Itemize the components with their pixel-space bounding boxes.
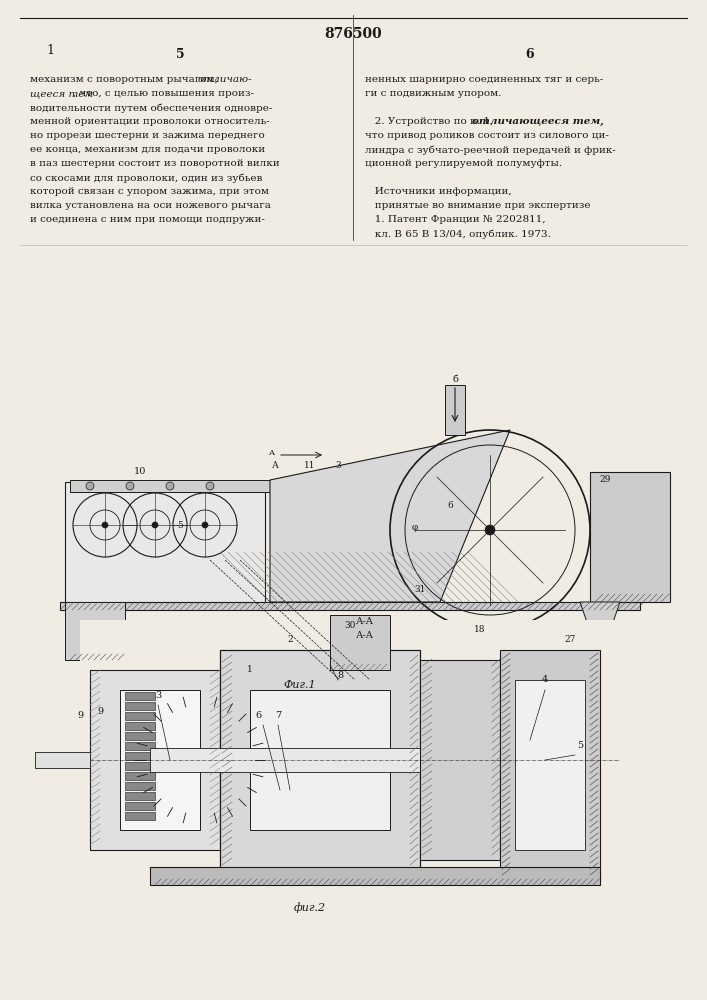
Bar <box>125 812 155 820</box>
Text: Фиг.1: Фиг.1 <box>284 680 316 690</box>
Polygon shape <box>270 430 510 602</box>
Bar <box>125 722 155 730</box>
Text: механизм с поворотным рычагом,: механизм с поворотным рычагом, <box>30 76 221 85</box>
Text: 5: 5 <box>175 48 185 62</box>
Circle shape <box>152 522 158 528</box>
Text: щееся тем: щееся тем <box>30 90 93 99</box>
Bar <box>125 762 155 770</box>
Text: А: А <box>271 460 279 470</box>
Text: 18: 18 <box>474 626 486 635</box>
Bar <box>125 742 155 750</box>
Text: 1: 1 <box>247 666 253 674</box>
Bar <box>590 472 670 602</box>
Bar <box>125 692 155 700</box>
Bar <box>60 602 640 610</box>
Text: 6: 6 <box>526 48 534 62</box>
Text: 3: 3 <box>335 460 341 470</box>
Bar <box>70 480 270 492</box>
Bar <box>80 620 620 910</box>
Text: 4: 4 <box>542 676 548 684</box>
Text: 1. Патент Франции № 2202811,: 1. Патент Франции № 2202811, <box>365 216 546 225</box>
Text: 10: 10 <box>134 468 146 477</box>
Text: водительности путем обеспечения одновре-: водительности путем обеспечения одновре- <box>30 103 272 113</box>
Text: 3: 3 <box>155 690 161 700</box>
Bar <box>125 792 155 800</box>
Text: 30: 30 <box>344 620 356 630</box>
Text: со скосами для проволоки, один из зубьев: со скосами для проволоки, один из зубьев <box>30 173 262 183</box>
Bar <box>125 802 155 810</box>
Bar <box>90 670 220 850</box>
Text: 9: 9 <box>97 708 103 716</box>
Text: ее конца, механизм для подачи проволоки: ее конца, механизм для подачи проволоки <box>30 145 265 154</box>
Text: которой связан с упором зажима, при этом: которой связан с упором зажима, при этом <box>30 188 269 196</box>
Polygon shape <box>580 602 620 660</box>
Bar <box>330 615 390 670</box>
Bar <box>150 748 550 772</box>
Bar <box>220 650 420 870</box>
Text: , что, с целью повышения произ-: , что, с целью повышения произ- <box>73 90 254 99</box>
Text: 5: 5 <box>177 520 183 530</box>
Bar <box>150 867 600 885</box>
Text: в паз шестерни состоит из поворотной вилки: в паз шестерни состоит из поворотной вил… <box>30 159 280 168</box>
Text: ционной регулируемой полумуфты.: ционной регулируемой полумуфты. <box>365 159 562 168</box>
Bar <box>250 690 390 830</box>
Text: 8: 8 <box>337 670 343 680</box>
Text: 2. Устройство по п. 1,: 2. Устройство по п. 1, <box>365 117 496 126</box>
Text: 5: 5 <box>577 740 583 750</box>
Text: что привод роликов состоит из силового ци-: что привод роликов состоит из силового ц… <box>365 131 609 140</box>
Bar <box>125 712 155 720</box>
Text: 9: 9 <box>77 710 83 720</box>
Text: 11: 11 <box>304 460 316 470</box>
Bar <box>125 772 155 780</box>
Text: 1: 1 <box>46 43 54 56</box>
Text: менной ориентации проволоки относитель-: менной ориентации проволоки относитель- <box>30 117 270 126</box>
Text: принятые во внимание при экспертизе: принятые во внимание при экспертизе <box>365 202 590 211</box>
Circle shape <box>126 482 134 490</box>
Bar <box>445 385 465 435</box>
Text: но прорези шестерни и зажима переднего: но прорези шестерни и зажима переднего <box>30 131 264 140</box>
Text: фиг.2: фиг.2 <box>294 903 326 913</box>
Bar <box>35 752 90 768</box>
Text: ги с подвижным упором.: ги с подвижным упором. <box>365 90 501 99</box>
Bar <box>65 602 125 660</box>
Text: ненных шарнирно соединенных тяг и серь-: ненных шарнирно соединенных тяг и серь- <box>365 76 603 85</box>
Text: 2: 2 <box>287 636 293 645</box>
Bar <box>350 618 380 632</box>
Bar <box>420 660 500 860</box>
Bar <box>120 690 200 830</box>
Text: линдра с зубчато-реечной передачей и фрик-: линдра с зубчато-реечной передачей и фри… <box>365 145 616 155</box>
Bar <box>125 702 155 710</box>
Bar <box>125 732 155 740</box>
Circle shape <box>86 482 94 490</box>
Text: Источники информации,: Источники информации, <box>365 188 512 196</box>
Text: 31: 31 <box>414 585 426 594</box>
Circle shape <box>102 522 108 528</box>
Bar <box>500 650 600 880</box>
Text: A: A <box>268 449 274 457</box>
Text: отличающееся тем,: отличающееся тем, <box>472 117 604 126</box>
Text: отличаю-: отличаю- <box>198 76 252 85</box>
Text: 876500: 876500 <box>325 27 382 41</box>
Circle shape <box>166 482 174 490</box>
Bar <box>125 782 155 790</box>
Text: 27: 27 <box>564 636 575 645</box>
Text: и соединена с ним при помощи подпружи-: и соединена с ним при помощи подпружи- <box>30 216 265 225</box>
Text: 7: 7 <box>275 710 281 720</box>
Text: А-А: А-А <box>356 617 374 626</box>
Text: 6: 6 <box>255 710 261 720</box>
Text: 6: 6 <box>447 500 453 510</box>
Text: кл. B 65 B 13/04, опублик. 1973.: кл. B 65 B 13/04, опублик. 1973. <box>365 229 551 239</box>
Circle shape <box>202 522 208 528</box>
Bar <box>65 482 265 602</box>
Text: φ: φ <box>412 524 418 532</box>
Text: А-А: А-А <box>356 631 374 640</box>
Text: 29: 29 <box>600 476 611 485</box>
Circle shape <box>206 482 214 490</box>
Bar <box>125 752 155 760</box>
Text: вилка установлена на оси ножевого рычага: вилка установлена на оси ножевого рычага <box>30 202 271 211</box>
Bar <box>515 680 585 850</box>
Circle shape <box>485 525 495 535</box>
Text: б: б <box>452 375 458 384</box>
